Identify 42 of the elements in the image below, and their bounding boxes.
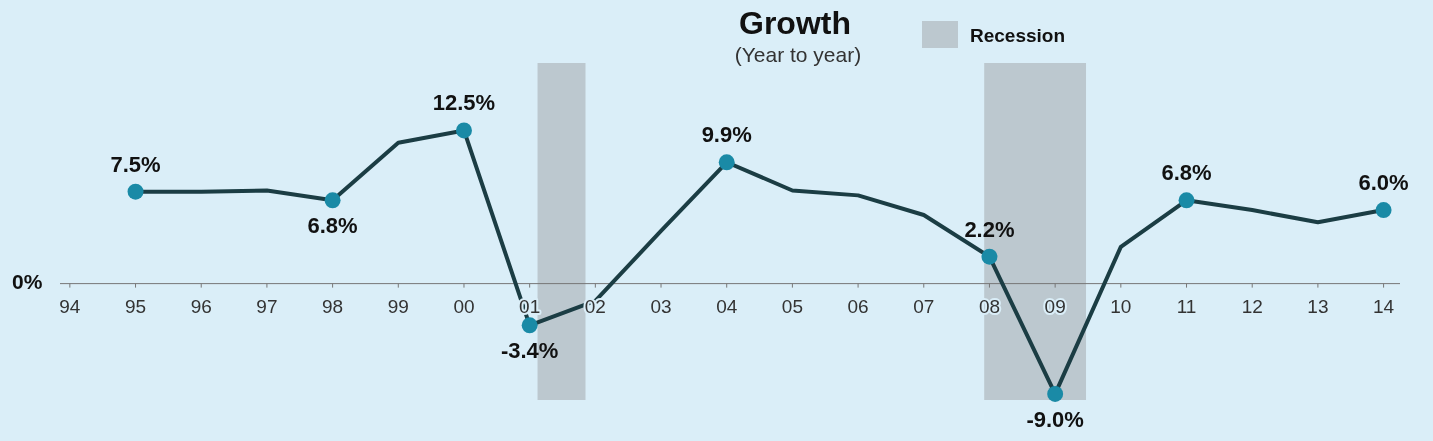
data-label: 6.0% [1358, 170, 1409, 196]
x-tick-label: 12 [1241, 295, 1263, 317]
x-tick-label: 03 [650, 295, 672, 317]
data-label: -3.4% [500, 338, 559, 364]
data-label: 6.8% [307, 213, 358, 239]
legend-label: Recession [970, 25, 1066, 46]
data-label: 2.2% [964, 216, 1015, 242]
data-label: 6.8% [1161, 160, 1212, 186]
point [127, 183, 144, 200]
x-tick-label: 09 [1044, 295, 1066, 317]
point [718, 154, 735, 171]
x-tick-label: 98 [322, 295, 344, 317]
x-tick-label: 97 [256, 295, 278, 317]
data-label: 7.5% [110, 151, 161, 177]
x-tick-label: 95 [124, 295, 147, 317]
x-tick-label: 00 [453, 295, 475, 317]
point [1047, 385, 1064, 402]
point [1178, 192, 1195, 209]
x-tick-label: 14 [1373, 295, 1395, 317]
x-tick-label: 02 [584, 295, 606, 317]
chart-title: Growth [739, 5, 851, 41]
x-tick-label: 99 [387, 295, 409, 317]
point [324, 192, 341, 209]
x-tick-label: 06 [847, 295, 869, 317]
x-tick-label: 07 [913, 295, 935, 317]
x-tick-label: 10 [1110, 295, 1132, 317]
point [1375, 202, 1392, 219]
point [981, 248, 998, 265]
data-label: -9.0% [1026, 406, 1084, 432]
x-tick-label: 13 [1307, 295, 1329, 317]
x-tick-label: 04 [716, 295, 738, 317]
text: 0% [12, 269, 43, 293]
data-label: 12.5% [432, 90, 496, 116]
x-tick-label: 96 [190, 295, 212, 317]
point [455, 122, 472, 139]
x-tick-label: 94 [59, 295, 81, 317]
x-tick-label: 11 [1176, 295, 1197, 317]
chart-subtitle: (Year to year) [734, 43, 862, 66]
x-tick-label: 08 [978, 295, 1001, 317]
x-tick-label: 05 [781, 295, 803, 317]
point [521, 317, 538, 334]
data-label: 9.9% [701, 122, 752, 148]
